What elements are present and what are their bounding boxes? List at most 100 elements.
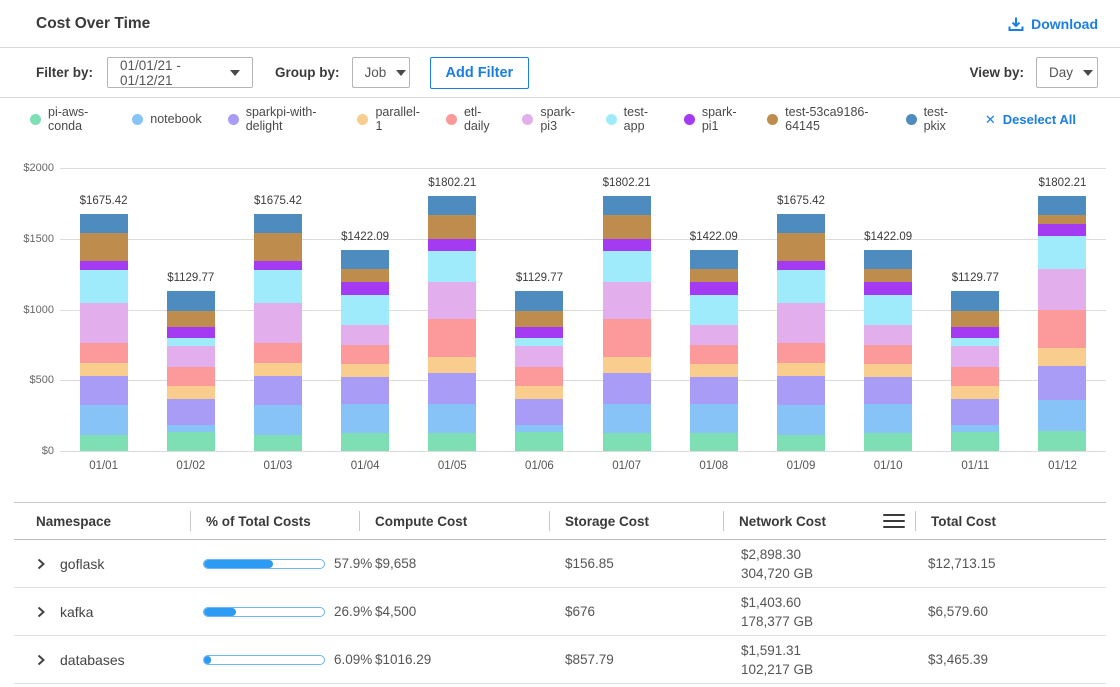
group-by-select[interactable]: Job <box>352 57 410 88</box>
bar-segment-sparkpi-with-delight[interactable] <box>80 376 128 406</box>
bar-segment-spark-pi1[interactable] <box>603 239 651 251</box>
add-filter-button[interactable]: Add Filter <box>430 57 530 89</box>
expand-chevron-icon[interactable] <box>34 653 48 667</box>
bar-segment-spark-pi3[interactable] <box>690 325 738 344</box>
bar-segment-etl-daily[interactable] <box>777 343 825 364</box>
bar-segment-test-53ca9186-64145[interactable] <box>1038 215 1086 224</box>
bar-segment-test-app[interactable] <box>690 295 738 326</box>
bar-segment-spark-pi1[interactable] <box>428 239 476 251</box>
bar-segment-sparkpi-with-delight[interactable] <box>341 377 389 404</box>
bar-segment-pi-aws-conda[interactable] <box>80 435 128 451</box>
bar-segment-spark-pi1[interactable] <box>515 327 563 339</box>
bar-segment-etl-daily[interactable] <box>254 343 302 364</box>
bar-segment-test-pkix[interactable] <box>341 250 389 269</box>
bar-segment-parallel-1[interactable] <box>864 364 912 377</box>
bar-segment-test-pkix[interactable] <box>690 250 738 269</box>
bar-segment-spark-pi1[interactable] <box>341 282 389 295</box>
legend-item-parallel-1[interactable]: parallel-1 <box>357 105 419 133</box>
legend-item-spark-pi3[interactable]: spark-pi3 <box>522 105 579 133</box>
bar-segment-etl-daily[interactable] <box>1038 310 1086 348</box>
view-by-select[interactable]: Day <box>1036 57 1098 88</box>
bar-segment-parallel-1[interactable] <box>167 386 215 399</box>
bar-segment-etl-daily[interactable] <box>515 367 563 386</box>
bar-segment-notebook[interactable] <box>777 405 825 435</box>
bar-segment-test-app[interactable] <box>603 251 651 282</box>
bar-segment-test-pkix[interactable] <box>864 250 912 269</box>
bar-segment-pi-aws-conda[interactable] <box>428 433 476 451</box>
table-row-goflask[interactable]: goflask57.9%$9,658$156.85$2,898.30304,72… <box>14 540 1106 588</box>
bar-segment-parallel-1[interactable] <box>690 364 738 377</box>
bar-segment-notebook[interactable] <box>167 425 215 432</box>
expand-chevron-icon[interactable] <box>34 557 48 571</box>
bar-segment-test-pkix[interactable] <box>777 214 825 233</box>
bar-segment-spark-pi3[interactable] <box>603 282 651 320</box>
bar-segment-test-53ca9186-64145[interactable] <box>428 215 476 240</box>
legend-item-pi-aws-conda[interactable]: pi-aws-conda <box>30 105 106 133</box>
bar-segment-etl-daily[interactable] <box>603 319 651 357</box>
bar-segment-test-app[interactable] <box>254 270 302 303</box>
bar-segment-test-53ca9186-64145[interactable] <box>254 233 302 261</box>
bar-segment-sparkpi-with-delight[interactable] <box>515 399 563 424</box>
bar-segment-test-pkix[interactable] <box>80 214 128 233</box>
expand-chevron-icon[interactable] <box>34 605 48 619</box>
bar-segment-parallel-1[interactable] <box>951 386 999 399</box>
bar-segment-parallel-1[interactable] <box>80 363 128 375</box>
bar-segment-pi-aws-conda[interactable] <box>864 433 912 451</box>
bar-segment-test-53ca9186-64145[interactable] <box>864 269 912 282</box>
bar-segment-pi-aws-conda[interactable] <box>777 435 825 451</box>
bar-segment-pi-aws-conda[interactable] <box>167 432 215 451</box>
bar-segment-etl-daily[interactable] <box>80 343 128 364</box>
bar-segment-test-app[interactable] <box>428 251 476 282</box>
bar-segment-spark-pi1[interactable] <box>777 261 825 270</box>
bar-segment-sparkpi-with-delight[interactable] <box>864 377 912 404</box>
bar-segment-test-53ca9186-64145[interactable] <box>515 311 563 327</box>
bar-segment-sparkpi-with-delight[interactable] <box>428 373 476 404</box>
bar-segment-test-53ca9186-64145[interactable] <box>167 311 215 327</box>
bar-segment-test-pkix[interactable] <box>167 291 215 311</box>
bar-segment-pi-aws-conda[interactable] <box>341 433 389 451</box>
bar-segment-test-app[interactable] <box>80 270 128 303</box>
bar-segment-notebook[interactable] <box>951 425 999 432</box>
bar-segment-notebook[interactable] <box>603 404 651 433</box>
bar-segment-parallel-1[interactable] <box>428 357 476 373</box>
bar-segment-sparkpi-with-delight[interactable] <box>1038 366 1086 400</box>
bar-segment-spark-pi3[interactable] <box>167 346 215 367</box>
bar-segment-parallel-1[interactable] <box>777 363 825 375</box>
bar-segment-spark-pi3[interactable] <box>515 346 563 367</box>
bar-segment-pi-aws-conda[interactable] <box>690 433 738 451</box>
table-row-kafka[interactable]: kafka26.9%$4,500$676$1,403.60178,377 GB$… <box>14 588 1106 636</box>
bar-segment-spark-pi3[interactable] <box>777 303 825 343</box>
bar-segment-sparkpi-with-delight[interactable] <box>951 399 999 424</box>
legend-item-sparkpi-with-delight[interactable]: sparkpi-with-delight <box>228 105 332 133</box>
bar-segment-pi-aws-conda[interactable] <box>515 432 563 451</box>
bar-segment-test-53ca9186-64145[interactable] <box>690 269 738 282</box>
bar-segment-test-app[interactable] <box>777 270 825 303</box>
bar-segment-pi-aws-conda[interactable] <box>603 433 651 451</box>
bar-segment-test-app[interactable] <box>167 338 215 346</box>
legend-item-test-pkix[interactable]: test-pkix <box>906 105 959 133</box>
bar-segment-notebook[interactable] <box>1038 400 1086 431</box>
bar-segment-test-53ca9186-64145[interactable] <box>80 233 128 261</box>
bar-segment-notebook[interactable] <box>864 404 912 433</box>
bar-segment-spark-pi3[interactable] <box>864 325 912 344</box>
bar-segment-pi-aws-conda[interactable] <box>254 435 302 451</box>
legend-item-notebook[interactable]: notebook <box>132 112 201 126</box>
bar-segment-sparkpi-with-delight[interactable] <box>603 373 651 404</box>
bar-segment-pi-aws-conda[interactable] <box>1038 431 1086 451</box>
bar-segment-test-53ca9186-64145[interactable] <box>951 311 999 327</box>
bar-segment-spark-pi1[interactable] <box>864 282 912 295</box>
bar-segment-test-pkix[interactable] <box>254 214 302 233</box>
bar-segment-etl-daily[interactable] <box>951 367 999 386</box>
download-button[interactable]: Download <box>1008 16 1098 32</box>
bar-segment-test-app[interactable] <box>1038 236 1086 269</box>
bar-segment-test-app[interactable] <box>515 338 563 346</box>
bar-segment-test-pkix[interactable] <box>1038 196 1086 215</box>
bar-segment-etl-daily[interactable] <box>341 345 389 364</box>
deselect-all-button[interactable]: ✕ Deselect All <box>985 112 1076 127</box>
legend-item-test-53ca9186-64145[interactable]: test-53ca9186-64145 <box>767 105 879 133</box>
bar-segment-sparkpi-with-delight[interactable] <box>254 376 302 406</box>
legend-item-test-app[interactable]: test-app <box>606 105 658 133</box>
bar-segment-spark-pi1[interactable] <box>80 261 128 270</box>
bar-segment-test-pkix[interactable] <box>951 291 999 311</box>
bar-segment-spark-pi3[interactable] <box>428 282 476 320</box>
